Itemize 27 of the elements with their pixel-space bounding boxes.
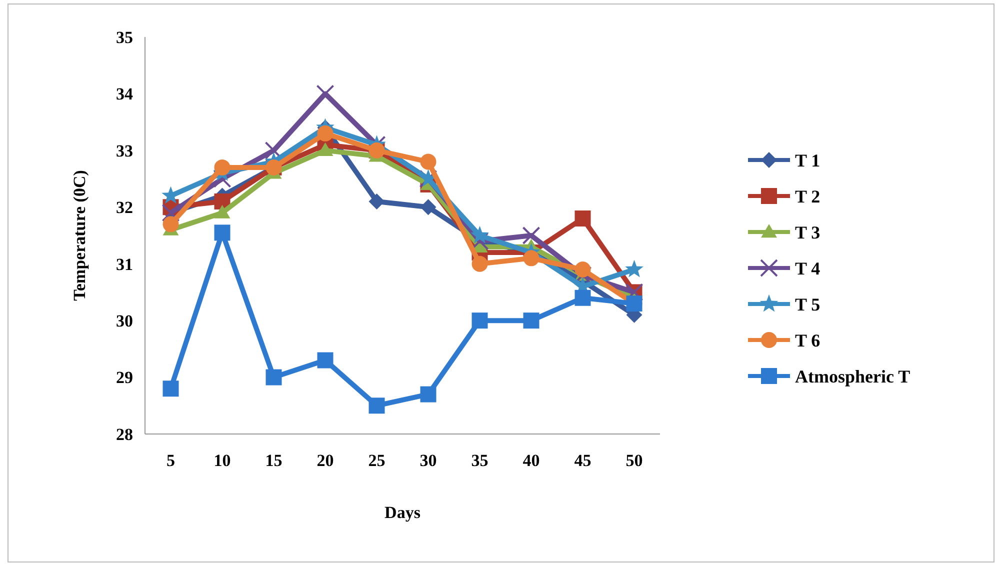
legend-label: T 1 xyxy=(795,150,820,170)
y-tick-label: 35 xyxy=(116,28,133,47)
x-tick-label: 20 xyxy=(316,451,334,470)
x-tick-label: 30 xyxy=(420,451,437,470)
y-tick-label: 30 xyxy=(116,312,133,331)
x-tick-label: 25 xyxy=(368,451,386,470)
y-tick-label: 34 xyxy=(116,84,134,104)
x-axis-title: Days xyxy=(384,503,421,522)
x-tick-label: 35 xyxy=(471,451,488,470)
legend-label: T 6 xyxy=(795,330,820,350)
x-tick-label: 50 xyxy=(626,451,643,470)
legend-label: T 2 xyxy=(795,186,820,206)
legend-label: T 5 xyxy=(795,294,820,314)
legend-label: T 3 xyxy=(795,222,820,242)
x-tick-label: 15 xyxy=(265,451,282,470)
x-tick-label: 5 xyxy=(166,451,175,470)
y-tick-label: 32 xyxy=(116,198,133,218)
y-tick-label: 31 xyxy=(116,254,133,274)
y-tick-label: 28 xyxy=(116,424,133,444)
legend-label: Atmospheric T xyxy=(795,366,910,386)
x-tick-label: 10 xyxy=(214,451,231,470)
x-tick-label: 45 xyxy=(574,451,592,470)
x-tick-label: 40 xyxy=(522,451,540,470)
y-tick-label: 33 xyxy=(116,141,133,160)
y-axis-title: Temperature (0C) xyxy=(70,170,89,301)
legend-label: T 4 xyxy=(795,258,820,278)
y-tick-label: 29 xyxy=(116,368,133,388)
